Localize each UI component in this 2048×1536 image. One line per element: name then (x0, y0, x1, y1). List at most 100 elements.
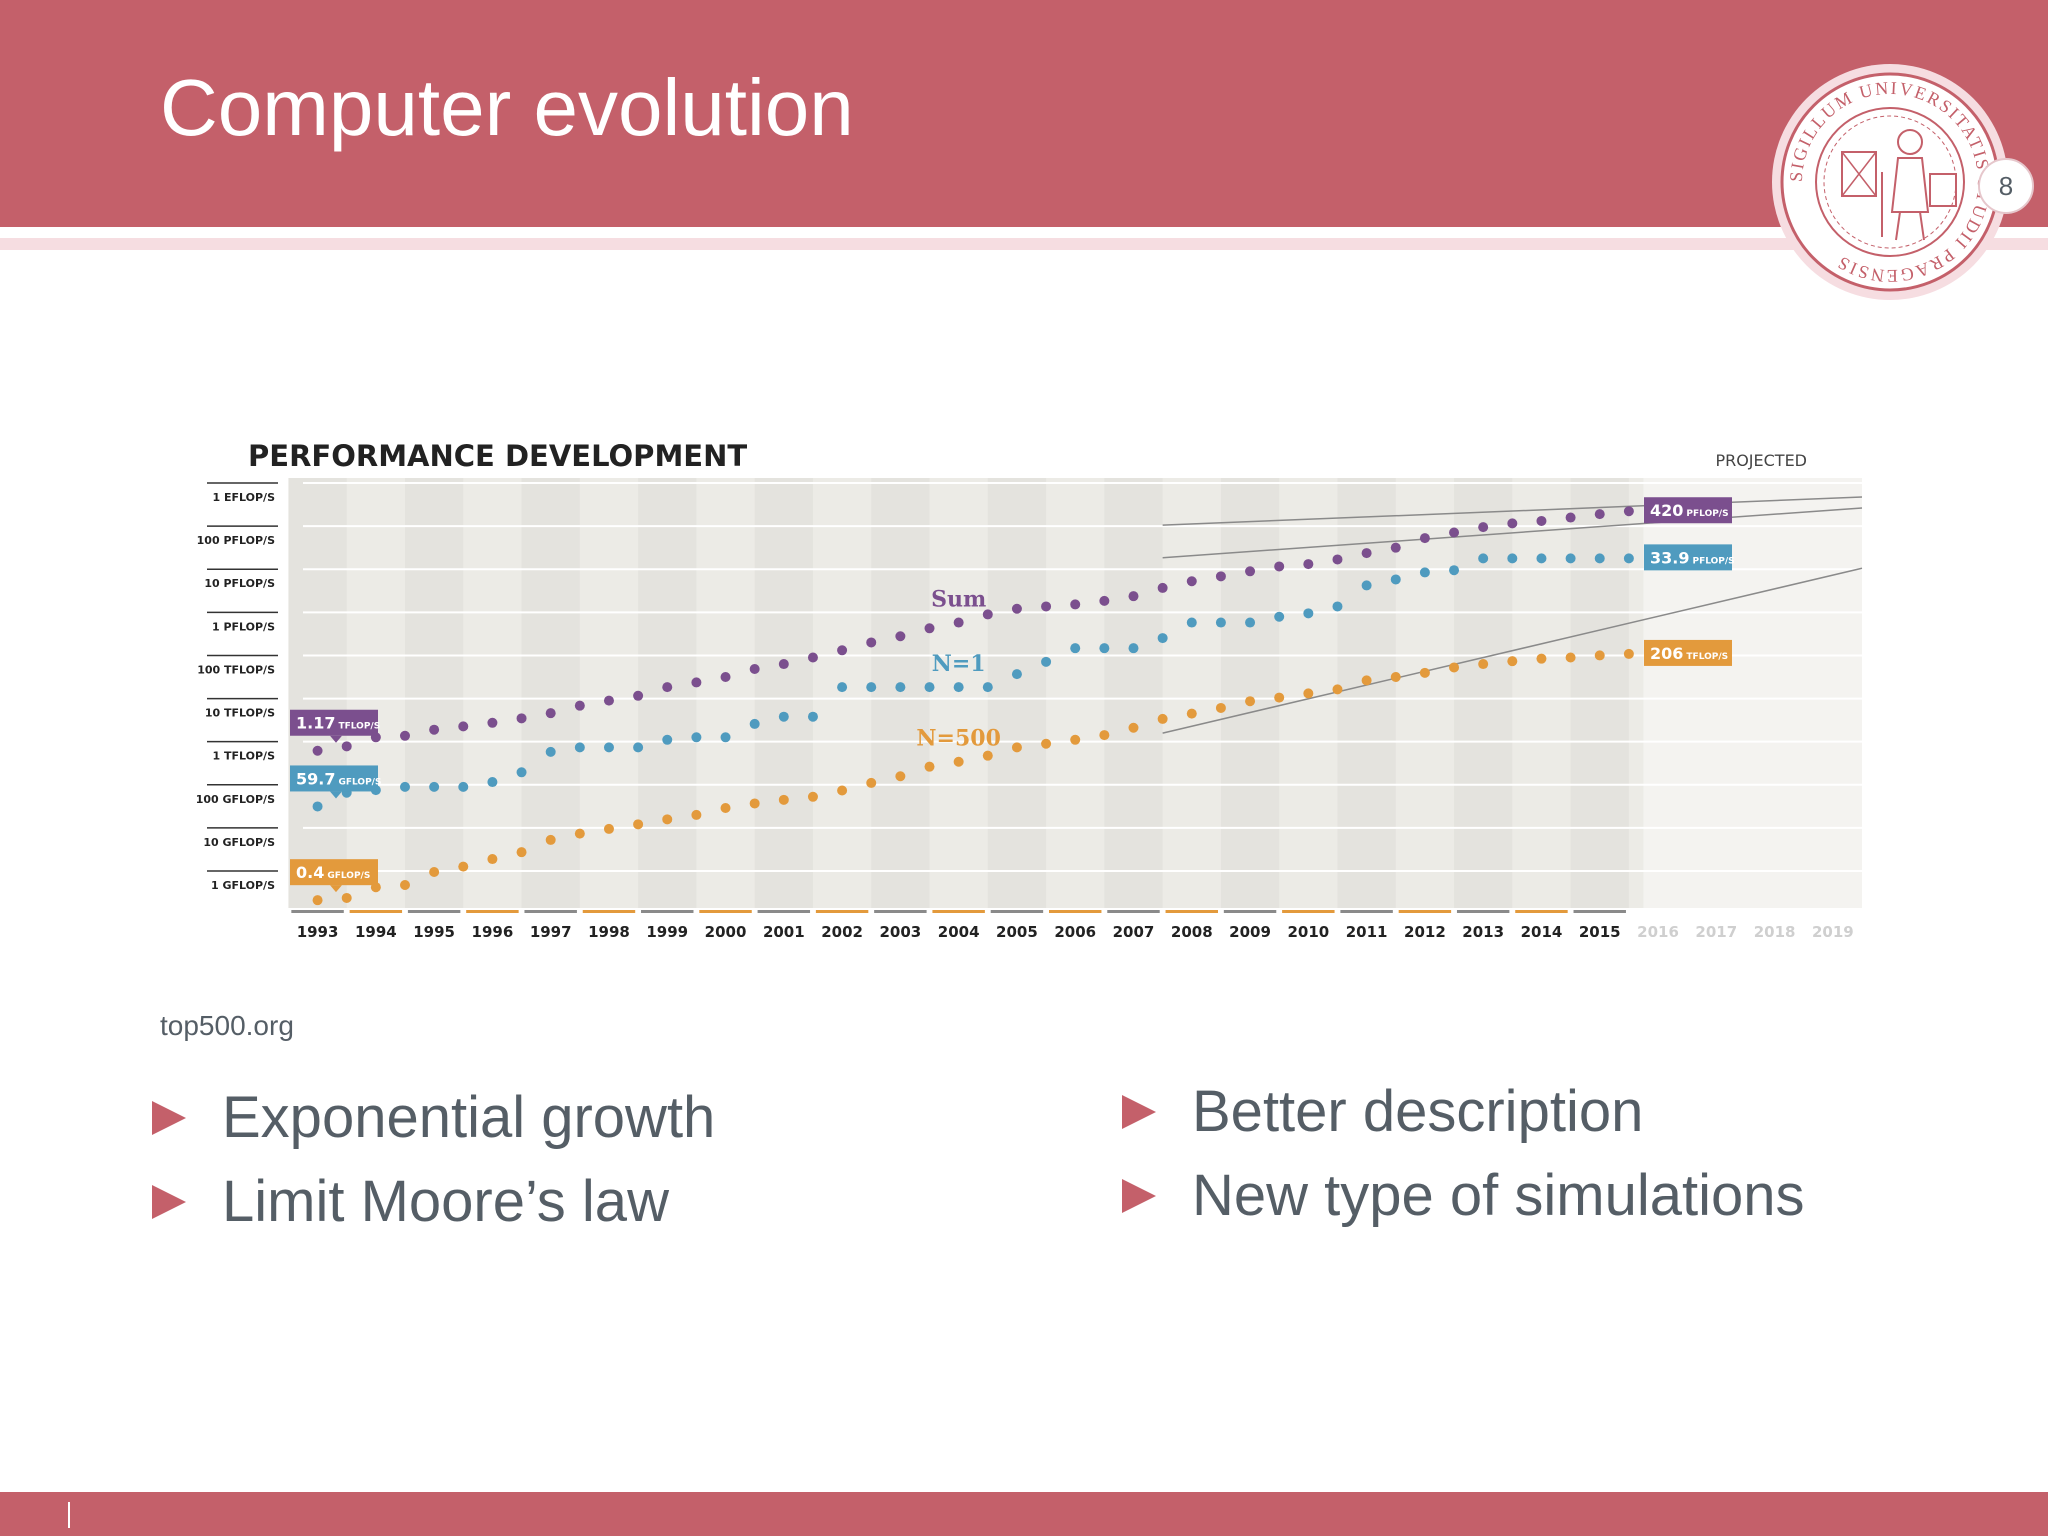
data-point (1157, 713, 1168, 724)
value-tag-box (290, 859, 378, 886)
data-point (1507, 553, 1518, 564)
bullet-item: Limit Moore’s law (152, 1160, 715, 1244)
data-point (1011, 669, 1022, 680)
x-tick-label: 2006 (1054, 923, 1096, 941)
data-point (1594, 553, 1605, 564)
data-point (1507, 656, 1518, 667)
data-point (1128, 643, 1139, 654)
x-tick-label: 1996 (472, 923, 514, 941)
plot-background (288, 478, 1862, 913)
value-tag-sum: 1.17 TFLOP/S (290, 709, 380, 743)
data-point (866, 637, 877, 648)
data-point (399, 730, 410, 741)
data-point (1099, 595, 1110, 606)
performance-chart: 1 GFLOP/S 10 GFLOP/S 100 GFLOP/S 1 TFLOP/S 1… (196, 439, 1863, 941)
data-point (1070, 734, 1081, 745)
data-point (924, 623, 935, 634)
x-tick-label: 2002 (821, 923, 863, 941)
data-point (603, 823, 614, 834)
data-point (778, 794, 789, 805)
x-tick-label: 2001 (763, 923, 805, 941)
data-point (1361, 548, 1372, 559)
y-tick-label: 10 PFLOP/S (204, 577, 275, 590)
data-point (953, 682, 964, 693)
y-tick-label: 100 TFLOP/S (197, 663, 275, 676)
data-point (837, 645, 848, 656)
data-point (1070, 643, 1081, 654)
data-point (1536, 653, 1547, 664)
y-tick-label: 10 GFLOP/S (203, 836, 275, 849)
baseline-segment (815, 910, 869, 913)
data-point (1449, 662, 1460, 673)
data-point (1157, 582, 1168, 593)
x-tick-label: 1998 (588, 923, 630, 941)
data-point (720, 732, 731, 743)
baseline-segment (641, 910, 694, 913)
data-point (1041, 738, 1052, 749)
data-point (837, 785, 848, 796)
footer-divider (68, 1502, 70, 1528)
data-point (1332, 684, 1343, 695)
series-n500 (312, 648, 1634, 906)
year-band (638, 478, 697, 908)
data-point (633, 742, 644, 753)
baseline-segment (1515, 910, 1568, 913)
baseline-segment (407, 910, 461, 913)
data-point (603, 695, 614, 706)
data-point (749, 664, 760, 675)
data-point (1215, 571, 1226, 582)
data-point (1011, 603, 1022, 614)
x-tick-label: 1999 (646, 923, 688, 941)
trend-lines (1162, 496, 1863, 734)
y-tick-label: 100 GFLOP/S (196, 793, 275, 806)
baseline-segment (699, 910, 752, 913)
data-point (1565, 553, 1576, 564)
trend-line (1162, 507, 1863, 559)
bullet-text: New type of simulations (1192, 1163, 1805, 1228)
y-tick-label: 100 PFLOP/S (197, 534, 275, 547)
data-point (953, 617, 964, 628)
data-point (720, 802, 731, 813)
data-point (778, 711, 789, 722)
data-point (429, 724, 440, 735)
data-point (1245, 566, 1256, 577)
y-tick-label: 1 TFLOP/S (213, 750, 276, 763)
data-point (1041, 601, 1052, 612)
chart-title: PERFORMANCE DEVELOPMENT (248, 439, 747, 473)
year-band (1104, 478, 1163, 908)
data-point (1099, 730, 1110, 741)
data-point (691, 677, 702, 688)
data-point (1478, 522, 1489, 533)
x-tick-label: 2007 (1113, 923, 1155, 941)
value-tag-text: 59.7 GFLOP/S (296, 769, 381, 788)
bullet-text: Limit Moore’s law (222, 1169, 669, 1234)
data-point (895, 771, 906, 782)
data-point (895, 631, 906, 642)
data-point (1623, 506, 1634, 517)
x-tick-label: 2009 (1229, 923, 1271, 941)
data-point (1186, 576, 1197, 587)
baseline-segment (757, 910, 811, 913)
page-number: 8 (1978, 158, 2034, 214)
projected-label: PROJECTED (1715, 451, 1807, 470)
y-tick-label: 10 TFLOP/S (205, 707, 275, 720)
data-point (1303, 559, 1314, 570)
baseline-segment (1223, 910, 1277, 913)
baseline-segment (1398, 910, 1452, 913)
data-point (1070, 599, 1081, 610)
data-point (749, 798, 760, 809)
value-tag-box (1644, 544, 1732, 571)
triangle-bullet-icon (1122, 1095, 1156, 1129)
year-band (404, 478, 464, 908)
data-point (312, 895, 323, 906)
series-sum (312, 506, 1634, 756)
trend-line (1162, 567, 1863, 734)
data-point (487, 777, 498, 788)
data-point (662, 814, 673, 825)
data-point (1011, 742, 1022, 753)
data-point (837, 682, 848, 693)
data-point (982, 682, 993, 693)
data-point (458, 721, 469, 732)
x-tick-label: 2018 (1754, 923, 1796, 941)
bullet-item: New type of simulations (1122, 1154, 1804, 1238)
